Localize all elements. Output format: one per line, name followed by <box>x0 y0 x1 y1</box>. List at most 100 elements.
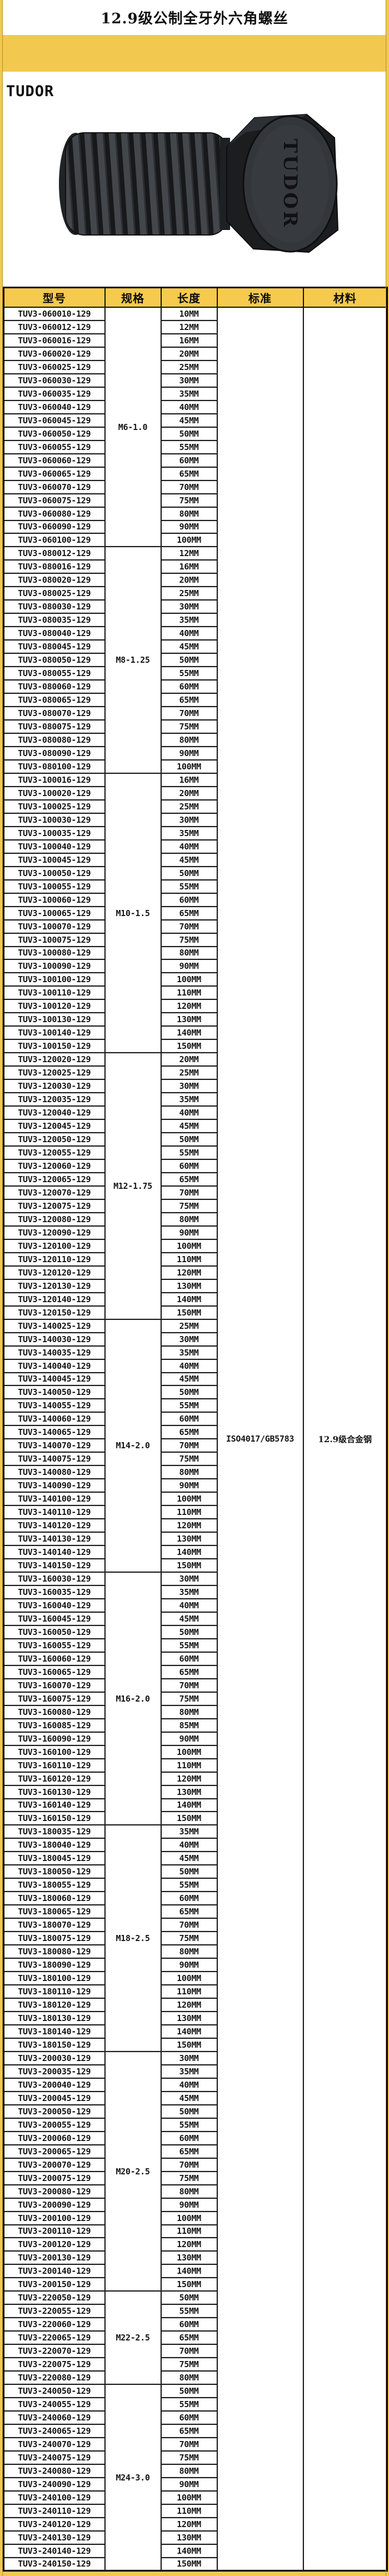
table-row: TUV3-080025-129 25MM <box>3 586 387 601</box>
table-row: TUV3-200050-129 50MM <box>3 2104 387 2119</box>
length-cell: 30MM <box>160 1572 218 1586</box>
length-cell: 100MM <box>160 1971 218 1986</box>
length-cell: 35MM <box>160 1585 218 1599</box>
table-row: TUV3-220065-129 65MM <box>3 2330 387 2345</box>
table-row: TUV3-140090-129 90MM <box>3 1478 387 1493</box>
length-cell: 80MM <box>160 1704 218 1719</box>
table-row: TUV3-140030-129 30MM <box>3 1332 387 1347</box>
table-row: TUV3-180120-129 120MM <box>3 1998 387 2012</box>
table-row: TUV3-180150-129 150MM <box>3 2037 387 2052</box>
length-cell: 120MM <box>160 1265 218 1280</box>
bolt-engraving-text: TUDOR <box>279 139 301 229</box>
length-cell: 65MM <box>160 2330 218 2345</box>
model-cell: TUV3-180110-129 <box>3 1984 106 1999</box>
model-cell: TUV3-140110-129 <box>3 1505 106 1520</box>
model-cell: TUV3-140060-129 <box>3 1412 106 1427</box>
length-cell: 55MM <box>160 1146 218 1160</box>
model-cell: TUV3-140035-129 <box>3 1345 106 1360</box>
length-cell: 40MM <box>160 626 218 641</box>
table-row: TUV3-220055-129 55MM <box>3 2304 387 2319</box>
length-cell: 50MM <box>160 1864 218 1879</box>
length-cell: 65MM <box>160 693 218 708</box>
length-cell: 100MM <box>160 2490 218 2505</box>
table-row: TUV3-140045-129 45MM <box>3 1372 387 1387</box>
table-row: TUV3-180055-129 55MM <box>3 1878 387 1893</box>
model-cell: TUV3-100040-129 <box>3 839 106 854</box>
table-row: TUV3-160035-129 35MM <box>3 1585 387 1599</box>
length-cell: 150MM <box>160 1811 218 1826</box>
model-cell: TUV3-160045-129 <box>3 1611 106 1626</box>
model-cell: TUV3-100090-129 <box>3 959 106 974</box>
length-cell: 130MM <box>160 1784 218 1799</box>
table-row: TUV3-180040-129 40MM <box>3 1838 387 1853</box>
model-cell: TUV3-220080-129 <box>3 2370 106 2385</box>
model-cell: TUV3-120080-129 <box>3 1212 106 1227</box>
length-cell: 70MM <box>160 919 218 934</box>
length-cell: 150MM <box>160 2277 218 2292</box>
table-row: TUV3-080040-129 40MM <box>3 626 387 641</box>
length-cell: 140MM <box>160 1798 218 1813</box>
model-cell: TUV3-240070-129 <box>3 2437 106 2452</box>
length-cell: 60MM <box>160 1159 218 1173</box>
model-cell: TUV3-200110-129 <box>3 2224 106 2239</box>
length-cell: 90MM <box>160 1958 218 1973</box>
model-cell: TUV3-140075-129 <box>3 1452 106 1467</box>
table-row: TUV3-100055-129 55MM <box>3 879 387 894</box>
model-cell: TUV3-180090-129 <box>3 1958 106 1973</box>
length-cell: 35MM <box>160 613 218 628</box>
length-cell: 70MM <box>160 2344 218 2359</box>
table-row: TUV3-080065-129 65MM <box>3 693 387 708</box>
length-cell: 55MM <box>160 879 218 894</box>
table-row: TUV3-120040-129 40MM <box>3 1106 387 1121</box>
page-title: 12.9级公制全牙外六角螺丝 <box>101 11 288 27</box>
table-row: TUV3-140070-129 70MM <box>3 1438 387 1453</box>
length-cell: 75MM <box>160 719 218 734</box>
table-row: TUV3-200110-129 110MM <box>3 2224 387 2239</box>
table-row: TUV3-080045-129 45MM <box>3 639 387 654</box>
table-row: TUV3-160075-129 75MM <box>3 1691 387 1706</box>
table-row: TUV3-100070-129 70MM <box>3 919 387 934</box>
bolt-head-face-inner <box>251 125 329 243</box>
length-cell: 45MM <box>160 1851 218 1866</box>
length-cell: 75MM <box>160 2170 218 2185</box>
length-cell: 60MM <box>160 1651 218 1666</box>
table-row: TUV3-100045-129 45MM <box>3 852 387 867</box>
table-row: TUV3-120140-129 140MM <box>3 1292 387 1307</box>
table-row: TUV3-120020-129 M12-1.75 20MM <box>3 1052 387 1320</box>
model-cell: TUV3-180040-129 <box>3 1838 106 1853</box>
length-cell: 120MM <box>160 1771 218 1786</box>
table-row: TUV3-240150-129 150MM <box>3 2557 387 2572</box>
table-row: TUV3-180065-129 65MM <box>3 1904 387 1919</box>
model-cell: TUV3-060035-129 <box>3 386 106 401</box>
length-cell: 40MM <box>160 1106 218 1121</box>
length-cell: 35MM <box>160 1092 218 1107</box>
model-cell: TUV3-120025-129 <box>3 1066 106 1081</box>
model-cell: TUV3-200150-129 <box>3 2277 106 2292</box>
table-row: TUV3-060020-129 20MM <box>3 346 387 361</box>
model-cell: TUV3-100110-129 <box>3 986 106 1001</box>
table-row: TUV3-100140-129 140MM <box>3 1026 387 1041</box>
length-cell: 30MM <box>160 599 218 614</box>
length-cell: 65MM <box>160 1425 218 1440</box>
model-cell: TUV3-180080-129 <box>3 1944 106 1959</box>
model-cell: TUV3-160040-129 <box>3 1598 106 1613</box>
table-row: TUV3-100050-129 50MM <box>3 866 387 881</box>
table-row: TUV3-060040-129 40MM <box>3 399 387 414</box>
table-row: TUV3-140075-129 75MM <box>3 1452 387 1467</box>
model-cell: TUV3-180035-129 <box>3 1824 106 1839</box>
length-cell: 45MM <box>160 413 218 428</box>
length-cell: 75MM <box>160 1691 218 1706</box>
length-cell: 100MM <box>160 972 218 987</box>
table-row: TUV3-140110-129 110MM <box>3 1505 387 1520</box>
model-cell: TUV3-200060-129 <box>3 2130 106 2145</box>
model-cell: TUV3-240150-129 <box>3 2557 106 2572</box>
table-row: TUV3-240065-129 65MM <box>3 2424 387 2438</box>
length-cell: 75MM <box>160 2357 218 2372</box>
length-cell: 110MM <box>160 1505 218 1520</box>
table-row: TUV3-160150-129 150MM <box>3 1811 387 1826</box>
model-cell: TUV3-120065-129 <box>3 1172 106 1187</box>
model-cell: TUV3-080035-129 <box>3 613 106 628</box>
yellow-band <box>0 35 389 72</box>
table-row: TUV3-160110-129 110MM <box>3 1758 387 1773</box>
model-cell: TUV3-240055-129 <box>3 2397 106 2412</box>
